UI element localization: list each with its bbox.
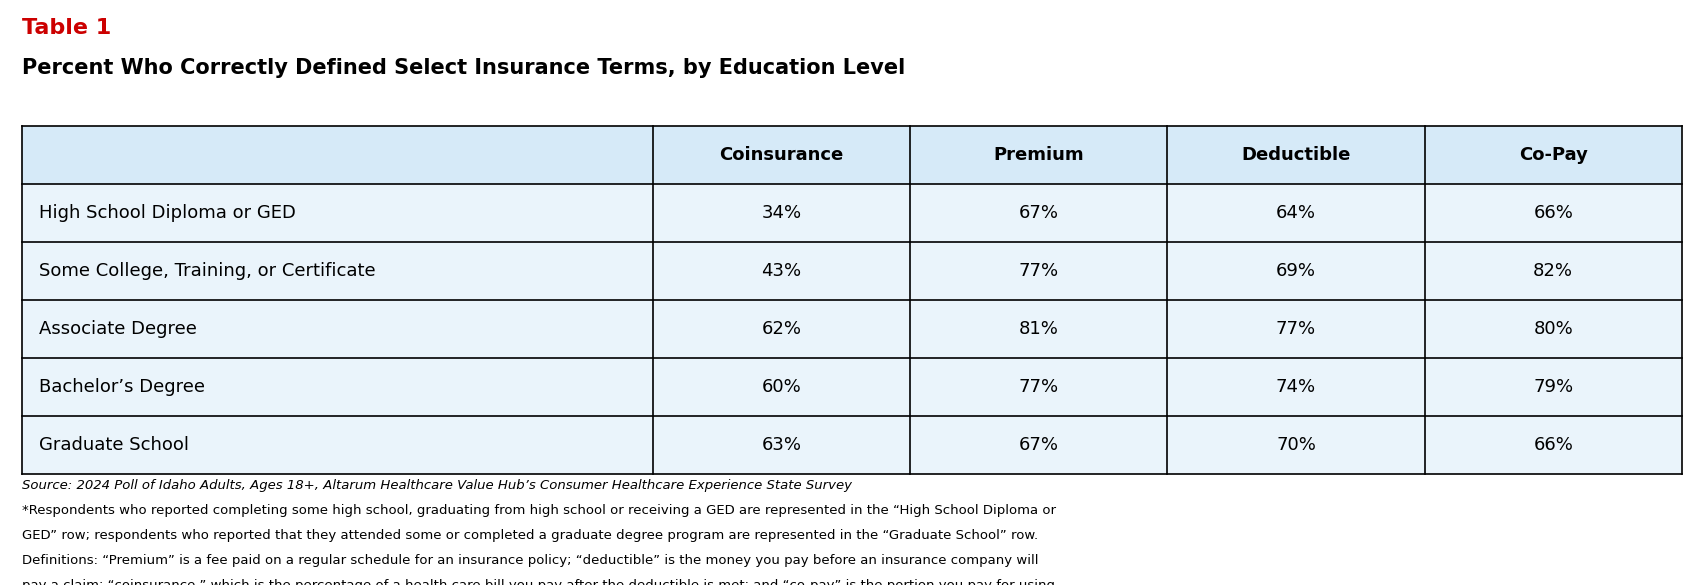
- Text: pay a claim; “coinsurance,” which is the percentage of a health care bill you pa: pay a claim; “coinsurance,” which is the…: [22, 579, 1055, 585]
- Text: 74%: 74%: [1276, 378, 1315, 396]
- Bar: [22, 300, 1682, 358]
- Bar: [22, 126, 1682, 184]
- Text: 64%: 64%: [1276, 204, 1315, 222]
- Text: *Respondents who reported completing some high school, graduating from high scho: *Respondents who reported completing som…: [22, 504, 1056, 517]
- Text: Source: 2024 Poll of Idaho Adults, Ages 18+, Altarum Healthcare Value Hub’s Cons: Source: 2024 Poll of Idaho Adults, Ages …: [22, 479, 852, 491]
- Text: Coinsurance: Coinsurance: [719, 146, 843, 164]
- Text: Co-Pay: Co-Pay: [1518, 146, 1588, 164]
- Text: Premium: Premium: [993, 146, 1084, 164]
- Text: 82%: 82%: [1534, 262, 1573, 280]
- Text: Definitions: “Premium” is a fee paid on a regular schedule for an insurance poli: Definitions: “Premium” is a fee paid on …: [22, 554, 1039, 567]
- Bar: [22, 416, 1682, 474]
- Text: 60%: 60%: [762, 378, 801, 396]
- Bar: [22, 184, 1682, 242]
- Text: Percent Who Correctly Defined Select Insurance Terms, by Education Level: Percent Who Correctly Defined Select Ins…: [22, 58, 905, 78]
- Text: 80%: 80%: [1534, 320, 1573, 338]
- Text: 69%: 69%: [1276, 262, 1315, 280]
- Text: 70%: 70%: [1276, 436, 1315, 454]
- Text: 79%: 79%: [1534, 378, 1573, 396]
- Text: 77%: 77%: [1276, 320, 1315, 338]
- Text: 63%: 63%: [762, 436, 801, 454]
- Bar: [22, 358, 1682, 416]
- Text: 81%: 81%: [1019, 320, 1058, 338]
- Text: Deductible: Deductible: [1241, 146, 1351, 164]
- Text: Some College, Training, or Certificate: Some College, Training, or Certificate: [39, 262, 377, 280]
- Text: 77%: 77%: [1019, 262, 1058, 280]
- Text: High School Diploma or GED: High School Diploma or GED: [39, 204, 296, 222]
- Text: 62%: 62%: [762, 320, 801, 338]
- Text: Associate Degree: Associate Degree: [39, 320, 198, 338]
- Text: 77%: 77%: [1019, 378, 1058, 396]
- Text: 34%: 34%: [762, 204, 801, 222]
- Text: 67%: 67%: [1019, 436, 1058, 454]
- Text: 43%: 43%: [762, 262, 801, 280]
- Text: 67%: 67%: [1019, 204, 1058, 222]
- Text: Graduate School: Graduate School: [39, 436, 189, 454]
- Text: GED” row; respondents who reported that they attended some or completed a gradua: GED” row; respondents who reported that …: [22, 529, 1038, 542]
- Text: 66%: 66%: [1534, 204, 1573, 222]
- Text: Bachelor’s Degree: Bachelor’s Degree: [39, 378, 204, 396]
- Text: Table 1: Table 1: [22, 18, 111, 37]
- Bar: [22, 242, 1682, 300]
- Text: 66%: 66%: [1534, 436, 1573, 454]
